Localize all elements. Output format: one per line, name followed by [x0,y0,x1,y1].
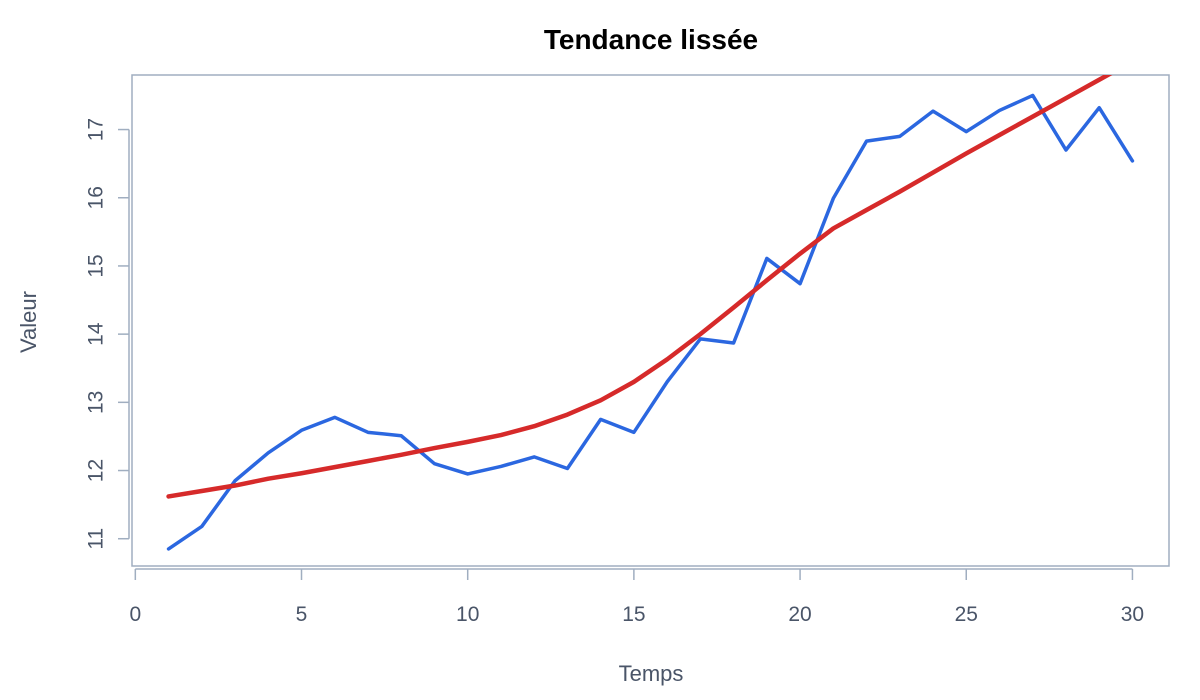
y-tick-label: 15 [84,254,107,277]
x-tick-label: 0 [129,603,141,626]
y-tick-label: 12 [84,459,107,482]
x-tick-label: 10 [456,603,479,626]
series-line-smoothed [166,75,1113,499]
y-axis-label: Valeur [16,291,41,353]
x-tick-label: 20 [788,603,811,626]
x-tick-label: 30 [1121,603,1144,626]
y-tick-label: 14 [84,322,107,346]
x-axis: 0 5 10 15 20 25 30 [129,568,1144,626]
chart-title: Tendance lissée [544,24,758,55]
x-axis-label: Temps [619,661,684,686]
y-tick-label: 13 [84,391,107,414]
x-tick-label: 5 [296,603,308,626]
series-line-raw [166,93,1135,551]
plot-area-frame [131,74,1170,567]
series-layer [166,75,1135,551]
y-tick-label: 17 [84,118,107,141]
x-tick-label: 15 [622,603,645,626]
x-tick-label: 25 [955,603,978,626]
y-axis: 11 12 13 14 15 16 17 [84,118,130,550]
y-tick-label: 11 [84,528,107,550]
y-tick-label: 16 [84,186,107,209]
